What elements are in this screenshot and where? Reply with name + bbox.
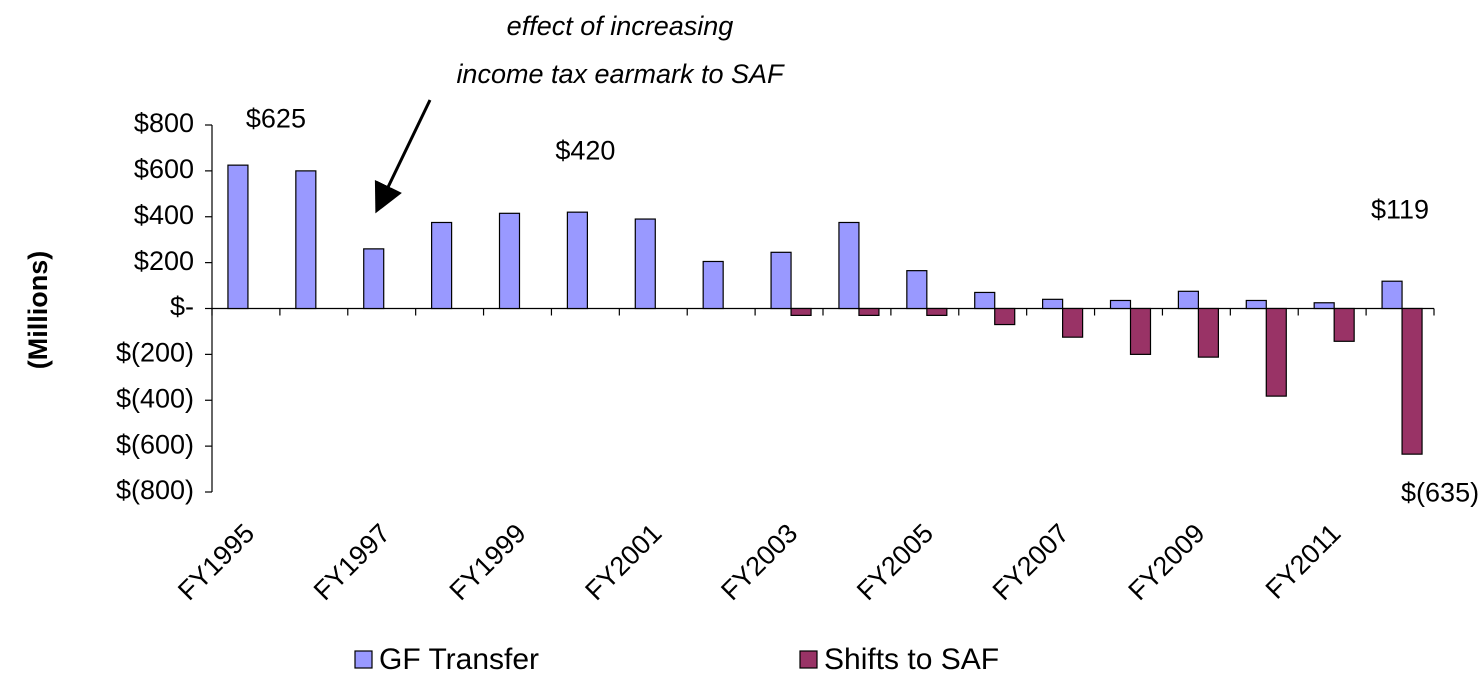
- bar: [790, 307, 812, 316]
- bar: [1109, 299, 1132, 310]
- data-label: $420: [555, 135, 615, 165]
- bar: [702, 260, 724, 310]
- bar: [498, 212, 521, 310]
- bar: [295, 170, 317, 310]
- bar: [1401, 307, 1423, 455]
- annotation: income tax earmark to SAF: [456, 59, 785, 89]
- x-tick-label: FY2003: [715, 518, 803, 606]
- x-tick-label: FY2011: [1260, 518, 1347, 605]
- x-tick-label: FY2007: [987, 518, 1075, 606]
- bar: [1333, 307, 1355, 342]
- data-label: $625: [246, 103, 306, 133]
- bar: [1177, 290, 1199, 310]
- bar: [1381, 280, 1403, 310]
- bar: [858, 307, 880, 316]
- bar: [974, 291, 996, 310]
- x-tick-label: FY2009: [1123, 518, 1211, 606]
- bar: [1129, 307, 1152, 355]
- legend-label: Shifts to SAF: [824, 643, 999, 676]
- y-tick-label: $400: [134, 200, 194, 230]
- bar: [906, 270, 928, 310]
- y-tick-label: $(200): [116, 338, 194, 368]
- y-tick-label: $800: [134, 108, 194, 138]
- x-tick-label: FY1995: [172, 518, 260, 606]
- bar: [1245, 299, 1267, 310]
- x-tick-label: FY2001: [579, 518, 667, 606]
- x-tick-label: FY1997: [308, 518, 396, 606]
- y-tick-label: $-: [170, 292, 194, 322]
- legend-swatch: [799, 650, 818, 669]
- y-tick-label: $200: [134, 246, 194, 276]
- bar: [1062, 307, 1084, 338]
- y-tick-label: $(800): [116, 475, 194, 505]
- y-axis-label: (Millions): [23, 251, 53, 369]
- bar: [1313, 302, 1335, 310]
- bar: [1042, 298, 1064, 310]
- bar: [227, 164, 249, 310]
- bar: [994, 307, 1016, 326]
- bar: [1265, 307, 1287, 397]
- annotation-arrow: [374, 99, 432, 214]
- x-tick-label: FY2005: [851, 518, 939, 606]
- annotation: effect of increasing: [507, 11, 734, 41]
- y-tick-label: $600: [134, 154, 194, 184]
- y-tick-label: $(400): [116, 383, 194, 413]
- bar: [1197, 307, 1219, 358]
- bar: [634, 218, 656, 310]
- x-tick-label: FY1999: [444, 518, 532, 606]
- bar: [838, 221, 860, 310]
- bar: [431, 221, 453, 310]
- bar: [363, 248, 385, 310]
- bar: [770, 251, 792, 310]
- data-label: $119: [1371, 194, 1429, 224]
- legend-swatch: [354, 650, 373, 669]
- bar: [566, 211, 588, 310]
- bar: [926, 307, 948, 316]
- legend-label: GF Transfer: [379, 643, 539, 676]
- data-label: $(635): [1401, 477, 1479, 507]
- y-tick-label: $(600): [116, 429, 194, 459]
